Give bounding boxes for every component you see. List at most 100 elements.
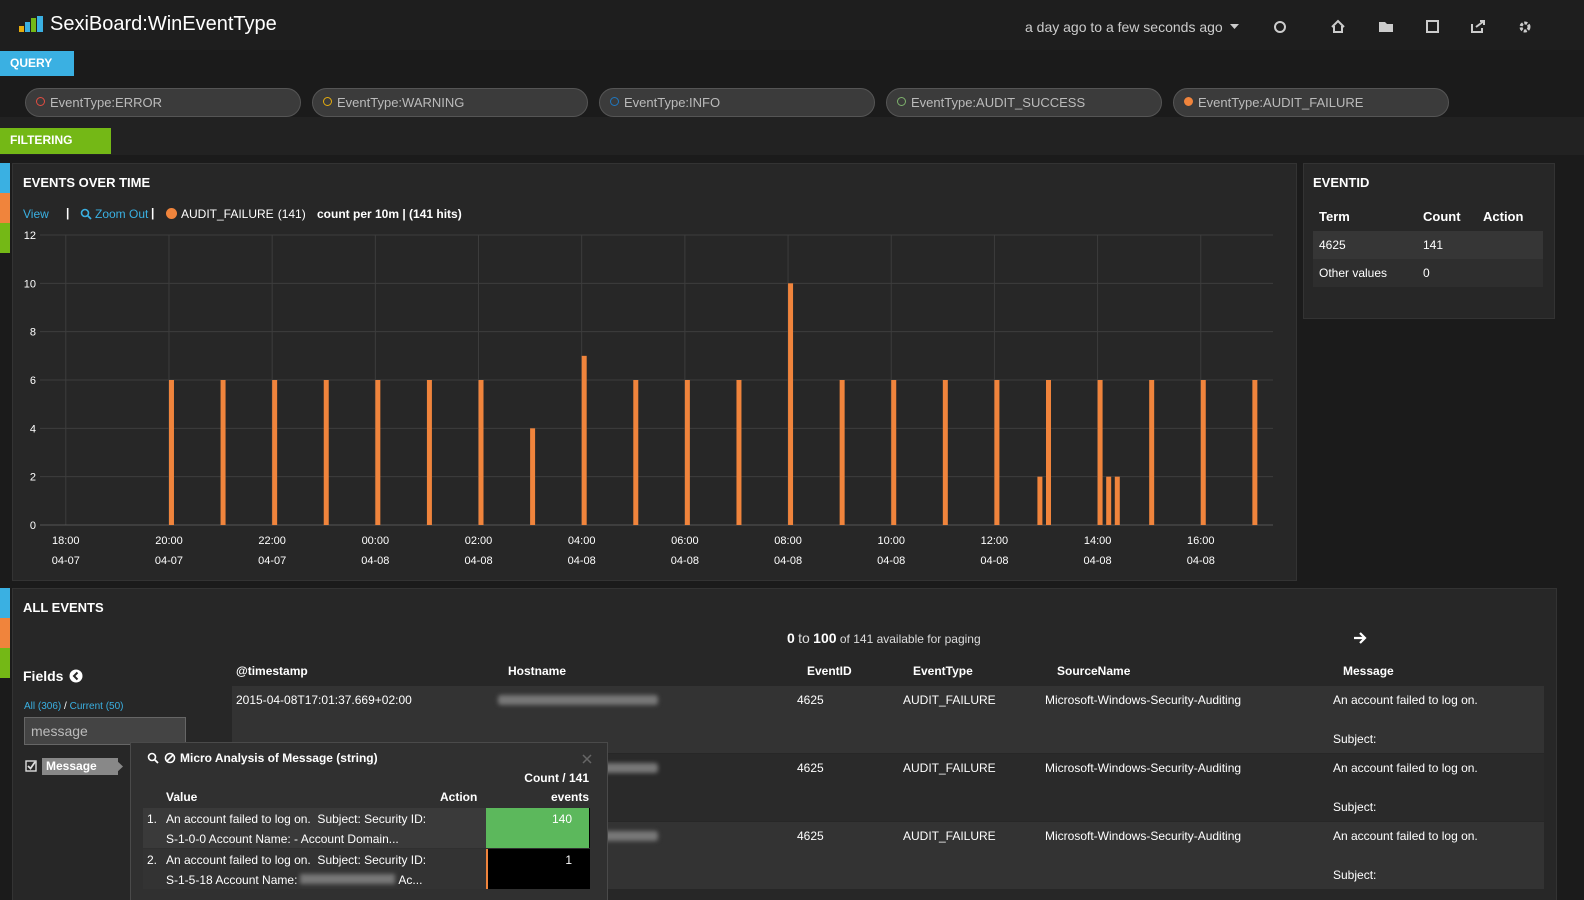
hostname-blur xyxy=(300,874,396,884)
query-pill[interactable]: EventType:AUDIT_SUCCESS xyxy=(886,88,1162,117)
checkbox[interactable] xyxy=(25,760,37,772)
column-header[interactable]: SourceName xyxy=(1057,664,1131,678)
bar xyxy=(323,380,329,525)
event-cell: Subject: xyxy=(1333,732,1377,746)
query-color xyxy=(897,97,906,106)
x-tick-label: 04-08 xyxy=(568,555,596,567)
top-bar xyxy=(0,0,1584,50)
value-header: Value xyxy=(166,790,198,804)
bar xyxy=(788,283,794,525)
query-pill[interactable]: EventType:ERROR xyxy=(25,88,301,117)
count-bar xyxy=(486,808,590,848)
bar xyxy=(1037,476,1043,525)
x-tick-label: 04-07 xyxy=(52,555,80,567)
bar xyxy=(530,428,536,525)
bar xyxy=(1252,380,1258,525)
separator: | xyxy=(151,206,155,220)
count-label: Count / xyxy=(524,771,566,785)
action-header: Action xyxy=(440,790,478,804)
histogram-panel xyxy=(12,163,1297,581)
query-pill[interactable]: EventType:AUDIT_FAILURE xyxy=(1173,88,1449,117)
bar xyxy=(375,380,381,525)
query-color xyxy=(610,97,619,106)
field-arrow xyxy=(114,758,123,775)
query-button[interactable]: QUERY xyxy=(0,51,74,76)
count-bar xyxy=(486,849,488,889)
legend: AUDIT_FAILURE (141) xyxy=(166,207,306,221)
event-cell: An account failed to log on. xyxy=(1333,829,1478,843)
caret xyxy=(1230,24,1239,29)
filtering-label: FILTERING xyxy=(10,133,73,147)
all-fields[interactable]: All (306) xyxy=(24,701,62,712)
bar xyxy=(1200,380,1206,525)
event-cell: 2015-04-08T17:01:37.669+02:00 xyxy=(236,693,412,707)
paging-to: 100 xyxy=(813,630,837,646)
events-header: events xyxy=(550,790,589,804)
toolbar-icons[interactable] xyxy=(1272,18,1542,34)
event-cell: AUDIT_FAILURE xyxy=(903,761,996,775)
terms-cell: 4625 xyxy=(1319,238,1346,252)
event-cell: Microsoft-Windows-Security-Auditing xyxy=(1045,693,1242,707)
current-fields[interactable]: Current (50) xyxy=(69,701,124,712)
x-tick-label: 12:00 xyxy=(981,535,1009,547)
next-page[interactable] xyxy=(1353,631,1367,645)
column-header[interactable]: Hostname xyxy=(508,664,567,678)
zoom-out-link[interactable]: Zoom Out xyxy=(95,207,149,221)
column-header[interactable]: Message xyxy=(1343,664,1394,678)
field-search[interactable]: message xyxy=(24,717,186,745)
event-cell: 4625 xyxy=(797,693,824,707)
selected-field[interactable]: Message xyxy=(42,758,118,775)
popup-title: Micro Analysis of Message (string) xyxy=(180,751,378,765)
legend-count: (141) xyxy=(277,207,306,221)
x-tick-label: 14:00 xyxy=(1084,535,1112,547)
query-color xyxy=(323,97,332,106)
popup-icons[interactable] xyxy=(147,752,177,764)
dashboard-title: SexiBoard:WinEventType xyxy=(50,13,277,35)
count-track xyxy=(486,849,590,889)
x-tick-label: 10:00 xyxy=(877,535,905,547)
query-color xyxy=(1184,97,1193,106)
column-header[interactable]: EventID xyxy=(807,664,852,678)
bar xyxy=(942,380,948,525)
terms-cell: Other values xyxy=(1319,266,1388,280)
x-tick-label: 04-07 xyxy=(258,555,286,567)
query-pill[interactable]: EventType:WARNING xyxy=(312,88,588,117)
column-header[interactable]: EventType xyxy=(913,664,973,678)
x-tick-label: 04-08 xyxy=(1084,555,1112,567)
separator: | xyxy=(66,206,70,220)
micro-rank: 1. xyxy=(147,812,158,826)
event-row[interactable] xyxy=(232,686,1544,753)
panel-title: ALL EVENTS xyxy=(23,600,104,615)
query-text: EventType:WARNING xyxy=(337,95,465,110)
query-pill[interactable]: EventType:INFO xyxy=(599,88,875,117)
y-tick-label: 6 xyxy=(30,375,36,387)
time-range[interactable]: a day ago to a few seconds ago xyxy=(1025,19,1223,35)
row-strip xyxy=(0,648,10,678)
filtering-button[interactable]: FILTERING xyxy=(0,128,111,154)
collapse-icon[interactable] xyxy=(69,669,83,683)
query-text: EventType:AUDIT_FAILURE xyxy=(1198,95,1364,110)
column-header[interactable]: @timestamp xyxy=(236,664,308,678)
event-cell: 4625 xyxy=(797,761,824,775)
y-tick-label: 8 xyxy=(30,327,36,339)
terms-header: Action xyxy=(1483,209,1524,224)
interval-text: count per 10m | (141 hits) xyxy=(317,207,462,221)
popup-close[interactable] xyxy=(582,754,592,764)
micro-value: S-1-0-0 Account Name: - Account Domain..… xyxy=(166,832,399,846)
micro-value: An account failed to log on. Subject: Se… xyxy=(166,812,427,826)
view-link[interactable]: View xyxy=(23,207,49,221)
bar xyxy=(1114,476,1120,525)
field-counts: All (306) / Current (50) xyxy=(24,701,124,712)
y-tick-label: 2 xyxy=(30,472,36,484)
hostname-blur xyxy=(498,695,658,705)
event-cell: AUDIT_FAILURE xyxy=(903,693,996,707)
query-label: QUERY xyxy=(10,56,53,70)
micro-value: Ac... xyxy=(398,873,423,887)
zoom-icon xyxy=(80,208,92,220)
event-cell: 4625 xyxy=(797,829,824,843)
bar xyxy=(581,355,587,525)
bar xyxy=(220,380,226,525)
query-text: EventType:AUDIT_SUCCESS xyxy=(911,95,1086,110)
x-tick-label: 04-08 xyxy=(1187,555,1215,567)
